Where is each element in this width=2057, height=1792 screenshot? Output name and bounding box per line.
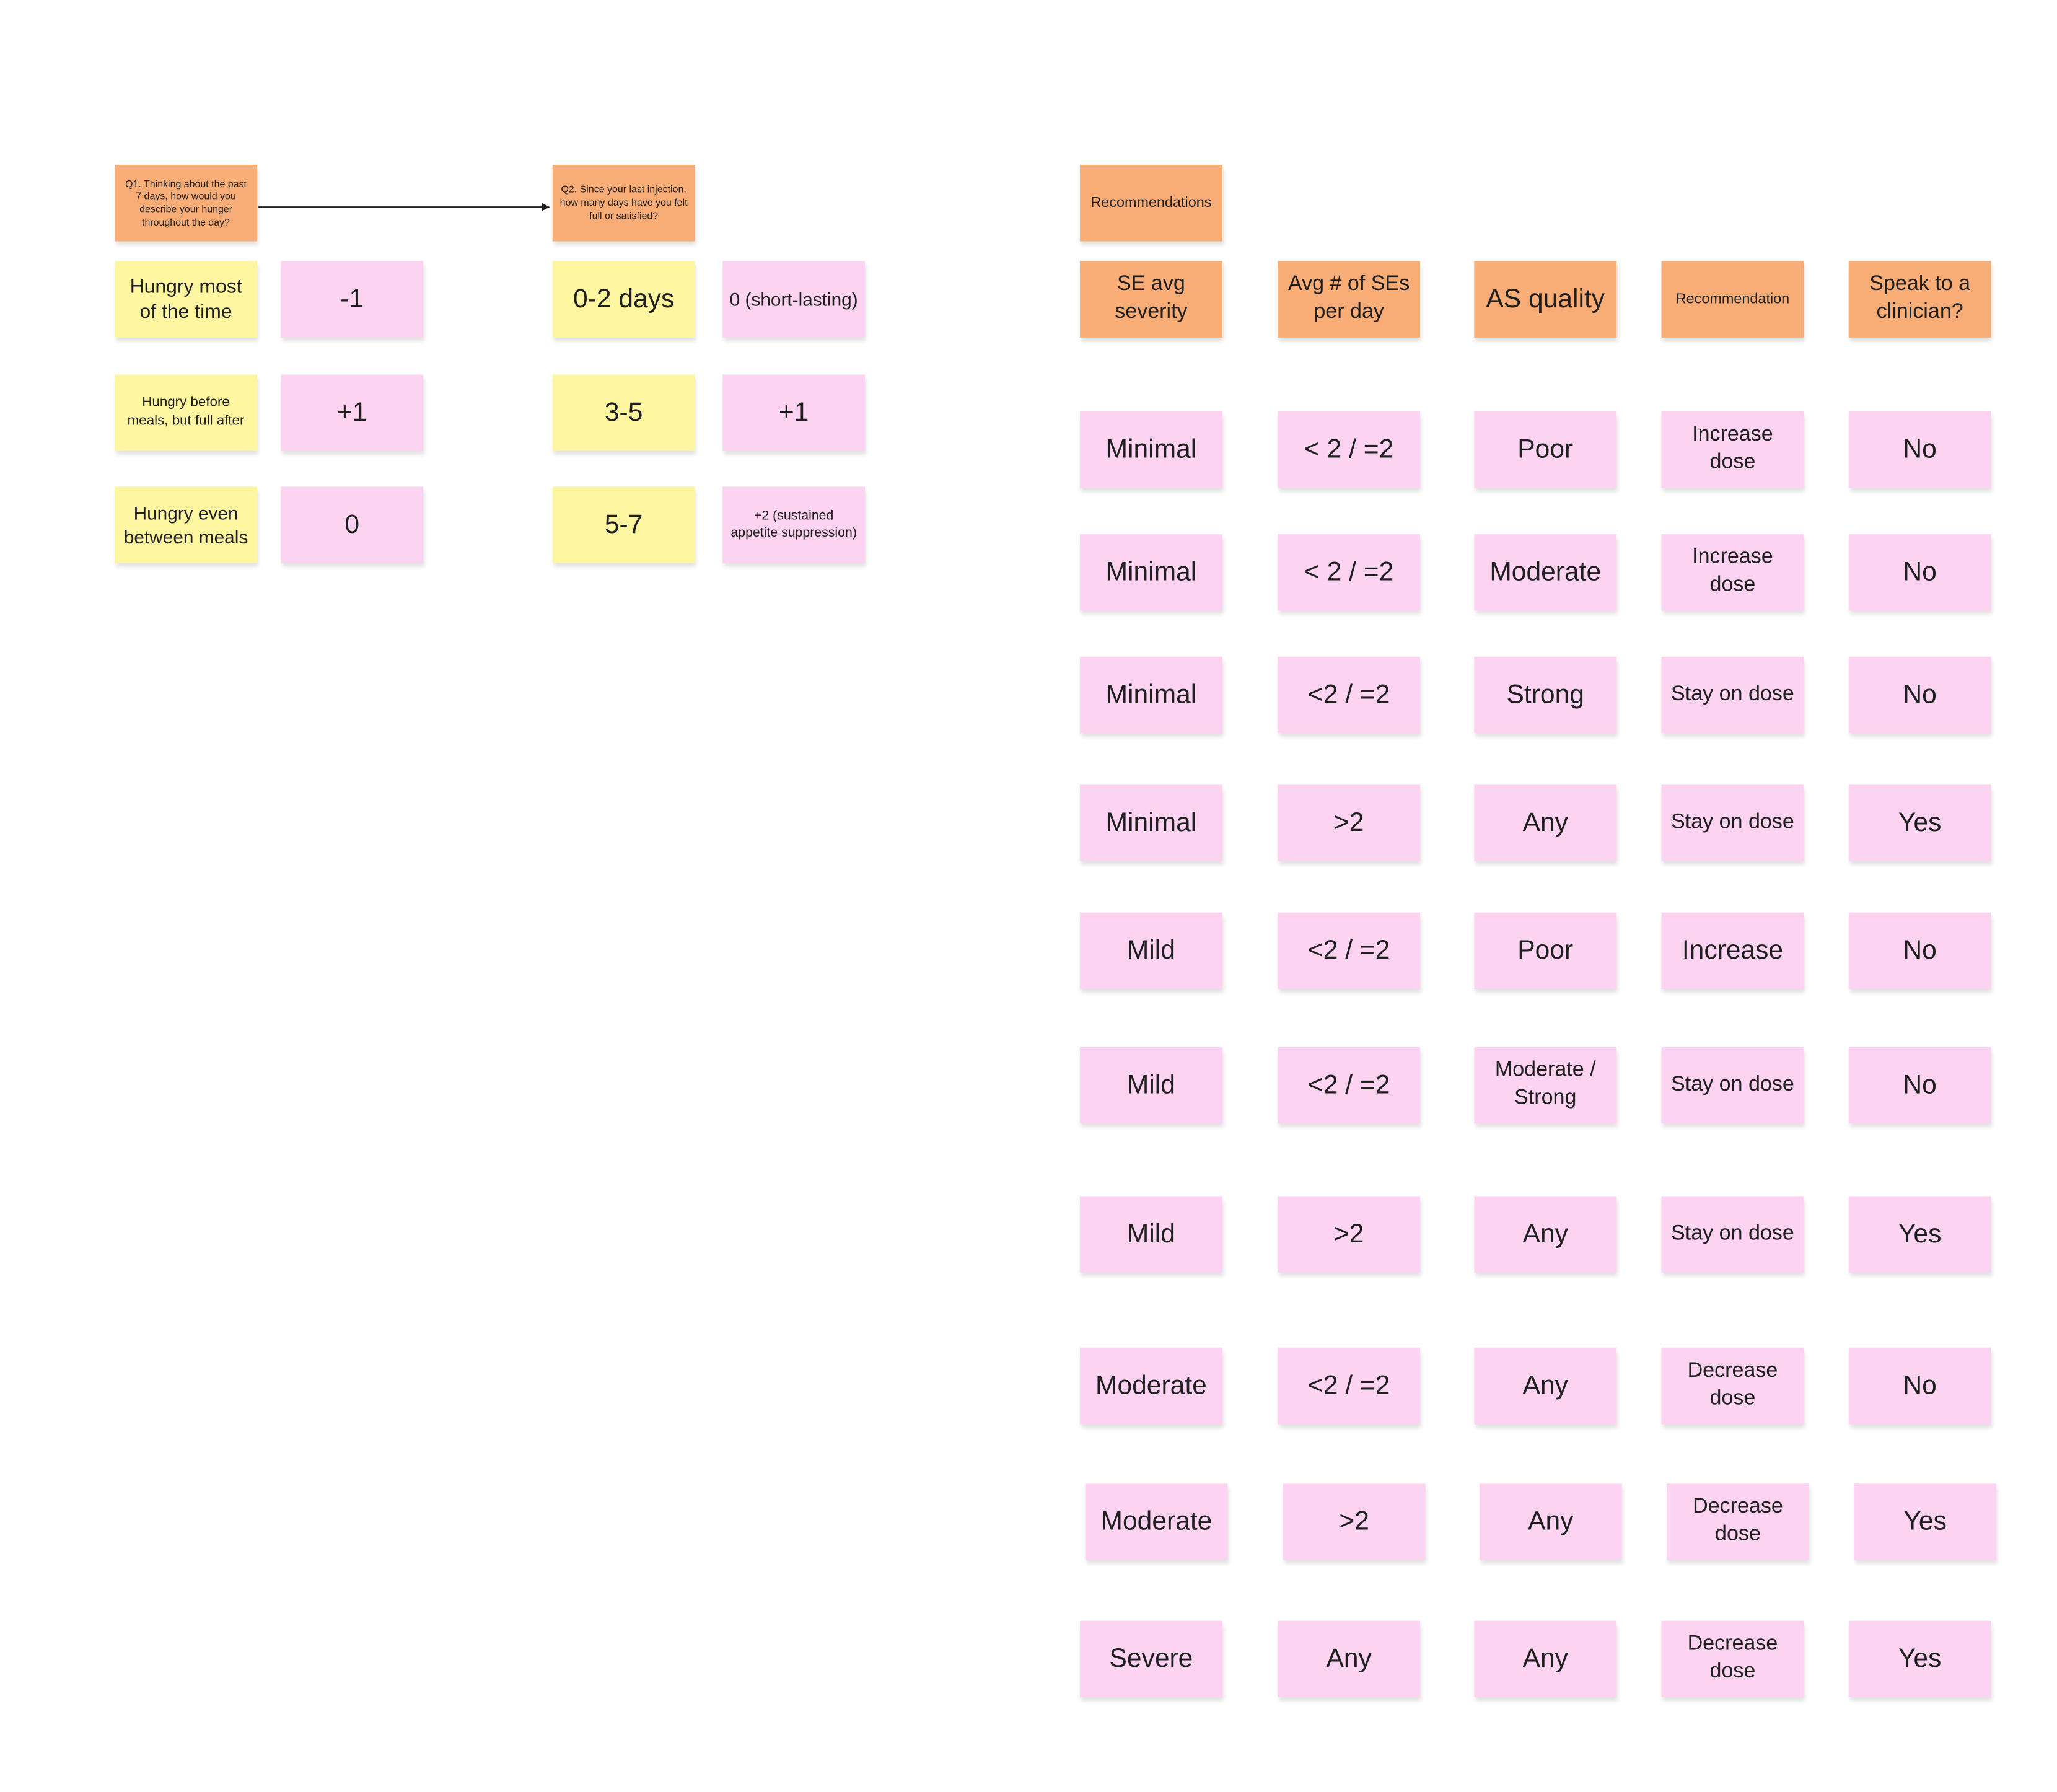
score-note: 0 (short-lasting) <box>722 261 866 338</box>
column-header: Avg # of SEs per day <box>1278 261 1421 338</box>
table-cell: Decrease dose <box>1667 1483 1809 1560</box>
table-cell: Stay on dose <box>1661 1047 1804 1124</box>
score-note: +2 (sustained appetite suppression) <box>722 486 866 563</box>
answer-note: 0-2 days <box>552 261 695 338</box>
table-cell: Increase dose <box>1661 534 1804 611</box>
table-cell: Moderate / Strong <box>1474 1047 1617 1124</box>
table-cell: No <box>1848 534 1991 611</box>
table-cell: Minimal <box>1079 534 1222 611</box>
table-cell: Any <box>1474 1620 1617 1697</box>
table-cell: Strong <box>1474 656 1617 734</box>
answer-note: Hungry before meals, but full after <box>115 374 257 451</box>
section-title: Recommendations <box>1079 165 1222 242</box>
table-cell: <2 / =2 <box>1278 656 1421 734</box>
table-cell: Moderate <box>1079 1348 1222 1425</box>
question-note: Q1. Thinking about the past 7 days, how … <box>115 165 257 242</box>
answer-note: 3-5 <box>552 374 695 451</box>
table-cell: No <box>1848 1047 1991 1124</box>
table-cell: Any <box>1474 1196 1617 1273</box>
table-cell: <2 / =2 <box>1278 912 1421 990</box>
table-cell: < 2 / =2 <box>1278 411 1421 488</box>
table-cell: Poor <box>1474 912 1617 990</box>
table-cell: >2 <box>1278 1196 1421 1273</box>
table-cell: Mild <box>1079 1196 1222 1273</box>
score-note: +1 <box>722 374 866 451</box>
table-cell: Any <box>1479 1483 1622 1560</box>
table-cell: No <box>1848 656 1991 734</box>
answer-note: Hungry even between meals <box>115 486 257 563</box>
score-note: -1 <box>281 261 424 338</box>
answer-note: Hungry most of the time <box>115 261 257 338</box>
table-cell: <2 / =2 <box>1278 1047 1421 1124</box>
table-cell: Severe <box>1079 1620 1222 1697</box>
table-cell: >2 <box>1283 1483 1426 1560</box>
table-cell: Stay on dose <box>1661 784 1804 861</box>
table-cell: No <box>1848 1348 1991 1425</box>
table-cell: Minimal <box>1079 784 1222 861</box>
table-cell: Mild <box>1079 1047 1222 1124</box>
table-cell: Mild <box>1079 912 1222 990</box>
table-cell: >2 <box>1278 784 1421 861</box>
table-cell: Decrease dose <box>1661 1348 1804 1425</box>
table-cell: Moderate <box>1085 1483 1228 1560</box>
table-cell: Minimal <box>1079 656 1222 734</box>
table-cell: <2 / =2 <box>1278 1348 1421 1425</box>
table-cell: Yes <box>1848 784 1991 861</box>
score-note: 0 <box>281 486 424 563</box>
table-cell: Increase dose <box>1661 411 1804 488</box>
table-cell: Poor <box>1474 411 1617 488</box>
answer-note: 5-7 <box>552 486 695 563</box>
table-cell: Decrease dose <box>1661 1620 1804 1697</box>
table-cell: Minimal <box>1079 411 1222 488</box>
column-header: Speak to a clinician? <box>1848 261 1991 338</box>
table-cell: No <box>1848 411 1991 488</box>
table-cell: Any <box>1474 784 1617 861</box>
question-note: Q2. Since your last injection, how many … <box>552 165 695 242</box>
score-note: +1 <box>281 374 424 451</box>
table-cell: Increase <box>1661 912 1804 990</box>
column-header: SE avg severity <box>1079 261 1222 338</box>
column-header: AS quality <box>1474 261 1617 338</box>
table-cell: Yes <box>1854 1483 1997 1560</box>
table-cell: Any <box>1278 1620 1421 1697</box>
column-header: Recommendation <box>1661 261 1804 338</box>
table-cell: Any <box>1474 1348 1617 1425</box>
table-cell: Yes <box>1848 1620 1991 1697</box>
table-cell: Stay on dose <box>1661 656 1804 734</box>
table-cell: Stay on dose <box>1661 1196 1804 1273</box>
table-cell: Yes <box>1848 1196 1991 1273</box>
table-cell: < 2 / =2 <box>1278 534 1421 611</box>
table-cell: Moderate <box>1474 534 1617 611</box>
table-cell: No <box>1848 912 1991 990</box>
